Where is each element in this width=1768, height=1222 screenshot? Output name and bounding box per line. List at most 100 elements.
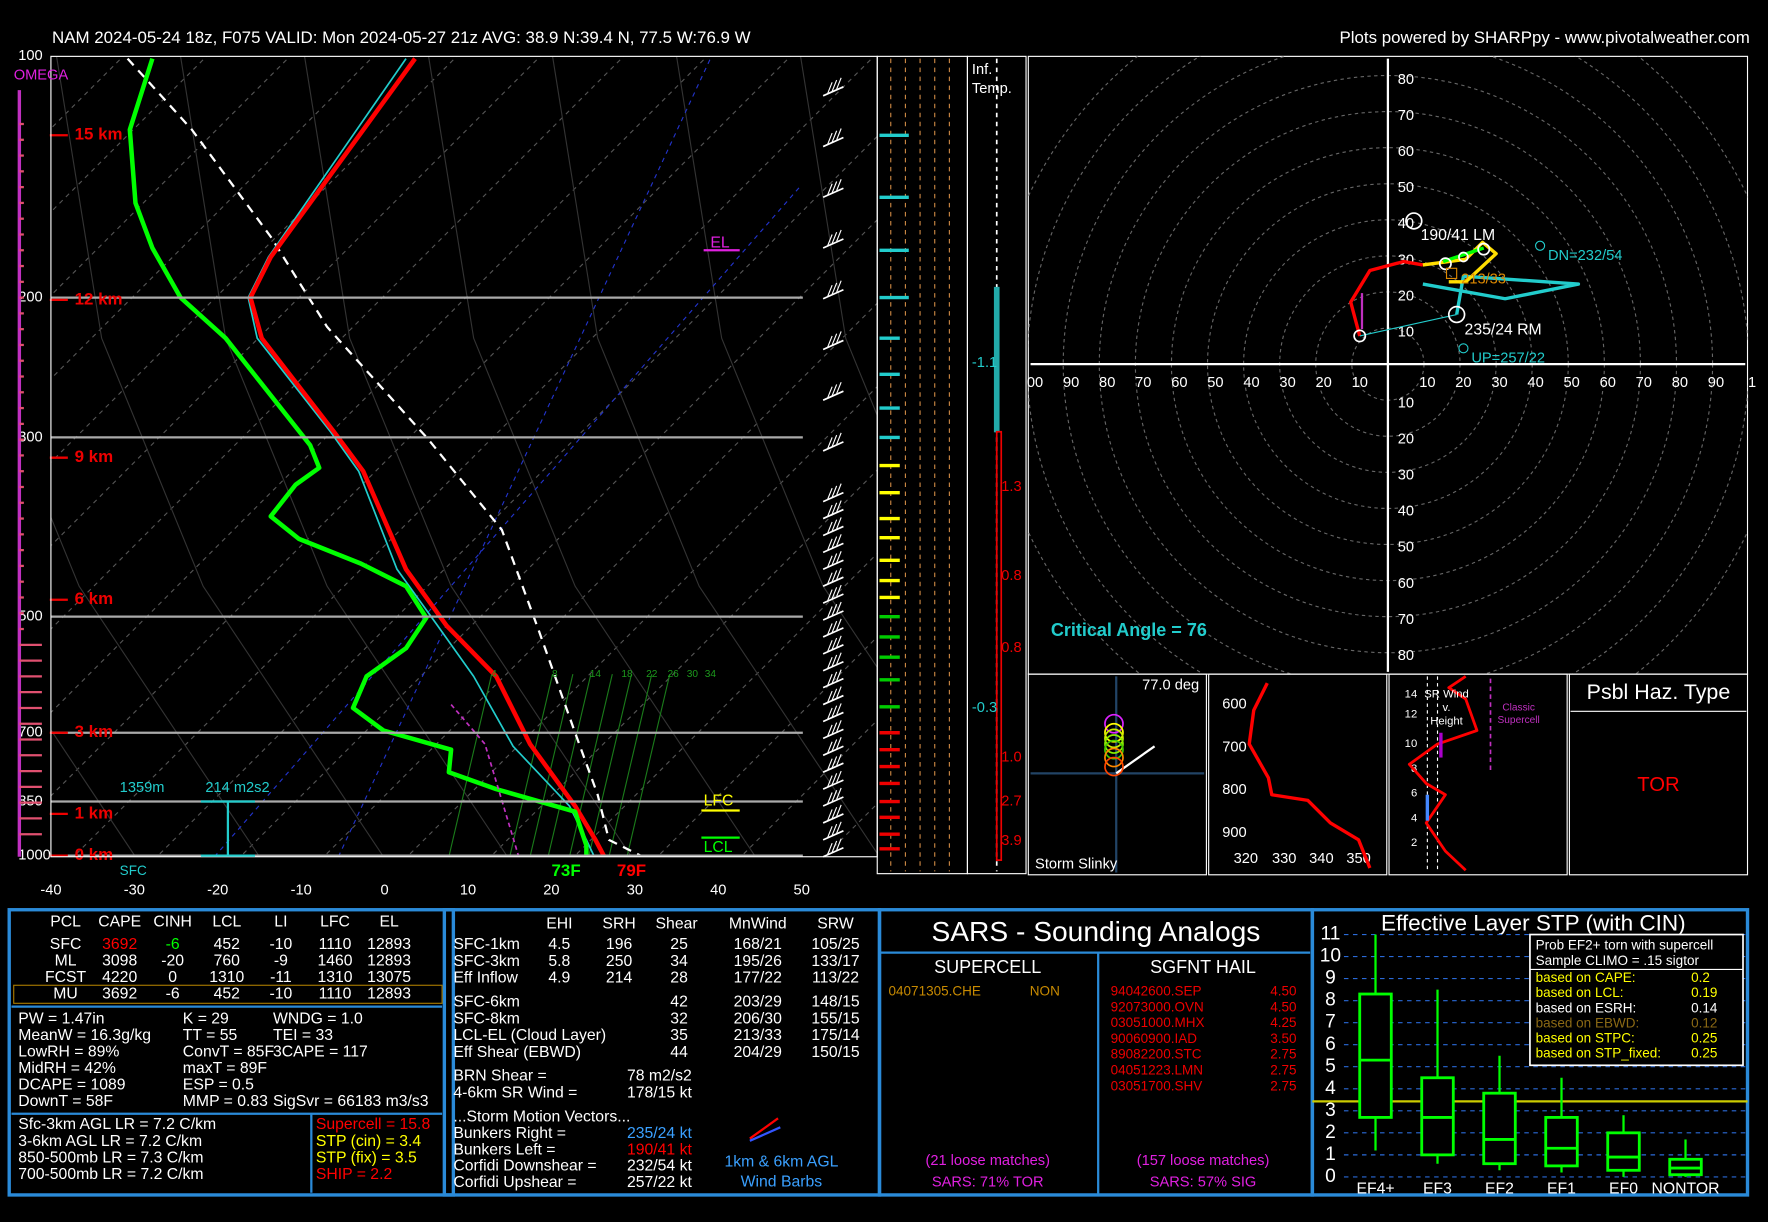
height-label: 15 km (75, 125, 123, 144)
sars-match: 2.75 (1270, 1047, 1296, 1062)
parcel-cell: 13075 (367, 969, 411, 986)
wind-barb-flag (827, 132, 833, 145)
wind-barb-flag (831, 232, 838, 244)
index-cell: MidRH = 42% (18, 1060, 116, 1077)
composite-index: Supercell = 15.8 (316, 1116, 431, 1133)
lapse-rate: 3-6km AGL LR = 7.2 C/km (18, 1133, 202, 1150)
height-label: 0 km (75, 845, 114, 864)
hodo-ring-label: 60 (1600, 375, 1616, 391)
parcel-header: PCL (50, 913, 81, 930)
wind-barb-flag (831, 823, 838, 836)
stp-legend-title: Prob EF2+ torn with supercell (1536, 937, 1714, 952)
sars-match: 4.50 (1270, 999, 1296, 1014)
wind-barb (822, 576, 844, 587)
mixing-ratio-line (529, 674, 574, 857)
wind-barb-flag (827, 826, 833, 838)
brn-cell: 4-6km SR Wind = (453, 1085, 577, 1102)
mixing-ratio-label: 22 (646, 669, 658, 680)
mean-wind-marker (1445, 267, 1458, 280)
hodo-ring-label: 70 (1398, 108, 1414, 124)
wind-barb-flag (836, 179, 842, 191)
stp-legend-title: Sample CLIMO = .15 sigtor (1536, 953, 1700, 968)
wind-barb-flag (827, 555, 833, 568)
wind-barb (822, 390, 844, 401)
parcel-cell: ML (55, 952, 77, 969)
parcel-header: LCL (212, 913, 241, 930)
parcel-cell: 1310 (209, 969, 244, 986)
wind-barb-flag (831, 502, 838, 515)
wind-barb-flag (827, 504, 833, 517)
inferred-value: 0.8 (1001, 640, 1021, 656)
wind-barb-flag (836, 753, 842, 766)
wind-barb-flag (827, 724, 833, 737)
hodo-ring-label: 80 (1672, 375, 1688, 391)
parcel-cell: 12893 (367, 936, 411, 953)
stp-tick-label: 6 (1325, 1034, 1336, 1055)
wind-barb-flag (836, 770, 842, 783)
hodo-ring-label: 60 (1171, 375, 1187, 391)
sars-match: 90060900.IAD (1111, 1031, 1198, 1046)
sars-summary: SARS: 57% SIG (1150, 1174, 1257, 1190)
wind-barb (822, 796, 844, 807)
wind-barb-flag (836, 601, 842, 614)
slinky-point (1104, 756, 1124, 777)
sars-match: 4.50 (1270, 984, 1296, 999)
wind-barb-flag (836, 567, 842, 580)
stp-tick-label: 9 (1325, 968, 1336, 989)
hodo-ring-label: 70 (1398, 612, 1414, 628)
lapse-rate: 850-500mb LR = 7.3 C/km (18, 1149, 203, 1166)
kinematic-cell: 34 (670, 953, 688, 970)
pressure-label: 200 (18, 289, 42, 305)
wind-barb-flag (827, 487, 833, 500)
storm-motion-cell: Bunkers Left = (453, 1141, 555, 1158)
rm-label: 235/24 RM (1465, 321, 1542, 338)
dn-label: DN=232/54 (1548, 248, 1622, 264)
mixing-ratio-label: 26 (668, 669, 680, 680)
sars-match: 03051000.MHX (1111, 1015, 1205, 1030)
wind-barb (822, 644, 844, 655)
hodo-trace (1422, 274, 1581, 315)
parcel-cell: -10 (269, 986, 292, 1003)
index-cell: PW = 1.47in (18, 1010, 104, 1027)
wind-barb (822, 542, 844, 554)
hodo-ring-label: 70 (1135, 375, 1151, 391)
hodo-ring-label: 40 (1527, 375, 1543, 391)
wind-barb (822, 779, 844, 790)
kinematic-cell: 250 (606, 953, 633, 970)
kinematic-cell: 105/25 (811, 936, 859, 953)
mixing-ratio-label: 4 (491, 669, 497, 680)
wind-barb-flag (827, 657, 833, 669)
kinematic-cell: 5.8 (548, 953, 570, 970)
stp-category: EF2 (1485, 1180, 1514, 1197)
wind-barb (822, 711, 844, 723)
sfc-dewpoint: 73F (552, 861, 581, 880)
height-label: 1 km (75, 803, 114, 822)
kinematic-cell: 4.9 (548, 970, 570, 987)
kinematic-cell: 148/15 (811, 993, 859, 1010)
mixing-ratio-line (608, 674, 653, 857)
lm-label: 190/41 LM (1421, 227, 1496, 244)
index-cell: SigSvr = 66183 m3/s3 (273, 1093, 429, 1110)
kinematic-cell: 42 (670, 993, 688, 1010)
hodo-ring-label: 20 (1398, 288, 1414, 304)
wind-barb-flag (836, 500, 842, 513)
stp-legend-value: 0.12 (1691, 1015, 1717, 1030)
wind-barb-flag (831, 840, 838, 853)
hodo-ring-label: 40 (1398, 504, 1414, 520)
kinematic-cell: 206/30 (734, 1010, 782, 1027)
inferred-value: -0.3 (972, 700, 997, 716)
hodo-marker (1438, 257, 1452, 271)
index-cell: DownT = 58F (18, 1093, 113, 1110)
srwind-classic: Classic (1502, 703, 1535, 714)
brn-cell: 78 m2/s2 (627, 1068, 692, 1085)
wind-barb (822, 508, 844, 520)
wind-barb-flag (836, 635, 842, 648)
wind-barb-flag (836, 686, 842, 699)
parcel-cell: 3692 (102, 936, 137, 953)
hodo-ring-label: 50 (1207, 375, 1223, 391)
wind-barb-flag (831, 485, 838, 498)
slinky-point (1104, 747, 1124, 768)
hodo-ring-label: 60 (1398, 576, 1414, 592)
stp-tick-label: 10 (1320, 946, 1341, 967)
hodo-ring-label: 80 (1099, 375, 1115, 391)
